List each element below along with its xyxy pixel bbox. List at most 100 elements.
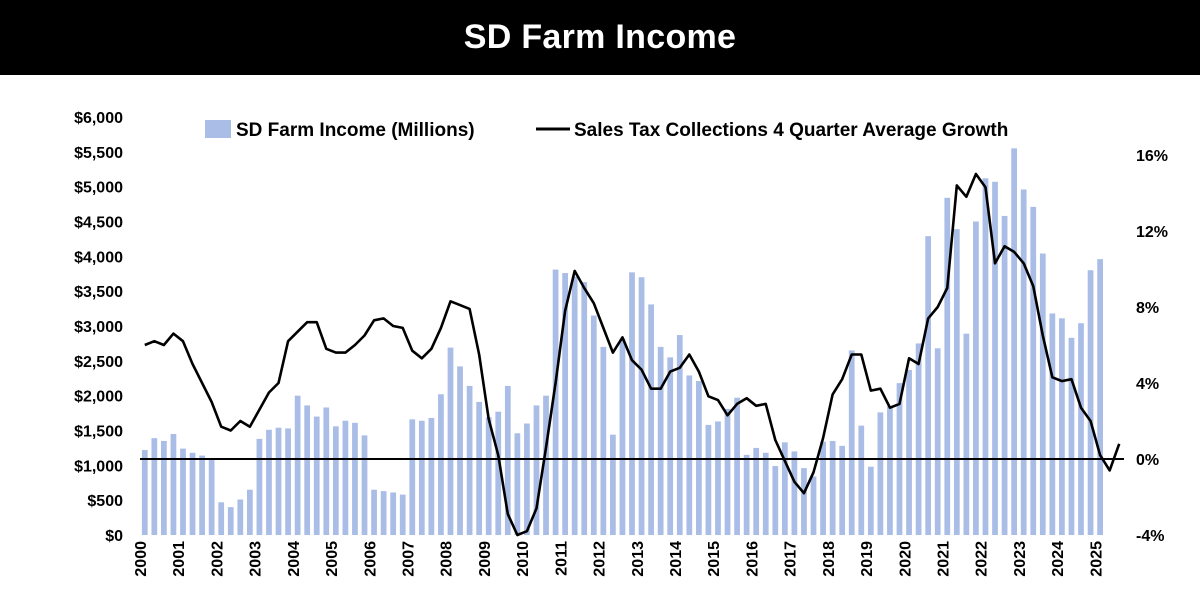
bar-farm-income xyxy=(877,412,884,535)
x-axis-tick-label: 2003 xyxy=(248,541,265,577)
bar-farm-income xyxy=(266,429,272,535)
left-axis-tick-label: $2,000 xyxy=(74,389,123,406)
left-axis-tick-label: $4,000 xyxy=(74,249,123,266)
right-axis-tick-label: 4% xyxy=(1136,376,1159,393)
bar-farm-income xyxy=(705,424,712,535)
x-axis-tick-label: 2025 xyxy=(1088,541,1105,577)
bar-farm-income xyxy=(1049,313,1056,535)
left-axis-tick-label: $6,000 xyxy=(74,110,123,127)
bar-farm-income xyxy=(237,499,244,535)
left-axis-tick-label: $5,500 xyxy=(74,145,123,162)
bar-farm-income xyxy=(781,442,788,535)
left-axis-tick-label: $5,000 xyxy=(74,180,123,197)
bar-farm-income xyxy=(189,452,196,535)
left-axis-tick-label: $3,000 xyxy=(74,319,123,336)
x-axis-tick-label: 2023 xyxy=(1012,541,1029,577)
x-axis-tick-label: 2019 xyxy=(859,541,876,577)
bar-farm-income xyxy=(1087,270,1094,535)
right-axis: -4% 0% 4% 8% 12% 16% xyxy=(1136,148,1168,545)
bar-farm-income xyxy=(906,369,912,535)
bar-farm-income xyxy=(1011,148,1017,535)
left-axis-tick-label: $1,000 xyxy=(74,458,123,475)
bar-farm-income xyxy=(1068,337,1075,535)
bar-farm-income xyxy=(887,406,893,535)
chart: $0 $500 $1,000 $1,500 $2,000 $2,500 $3,000 $3,5… xyxy=(74,110,1168,577)
legend-label-sales-tax: Sales Tax Collections 4 Quarter Average … xyxy=(574,120,1008,141)
bar-farm-income xyxy=(657,346,664,535)
bar-farm-income xyxy=(1030,206,1037,535)
bar-farm-income xyxy=(715,421,721,535)
x-axis-tick-label: 2000 xyxy=(133,541,150,577)
bar-farm-income xyxy=(562,273,568,535)
legend-label-farm-income: SD Farm Income (Millions) xyxy=(236,120,475,141)
x-axis-tick-label: 2006 xyxy=(362,541,379,577)
bar-farm-income xyxy=(1059,318,1065,535)
bar-farm-income xyxy=(533,405,540,535)
bar-farm-income xyxy=(734,397,740,535)
bar-farm-income xyxy=(610,434,616,535)
bar-farm-income xyxy=(524,423,530,535)
x-axis-tick-label: 2013 xyxy=(630,541,647,577)
left-axis-tick-label: $1,500 xyxy=(74,424,123,441)
bar-farm-income xyxy=(867,466,874,535)
bar-farm-income xyxy=(227,507,234,535)
bar-farm-income xyxy=(151,438,158,535)
bar-farm-income xyxy=(275,427,282,535)
bar-farm-income xyxy=(457,366,463,535)
bar-farm-income xyxy=(141,450,148,535)
bar-farm-income xyxy=(361,435,368,535)
bar-farm-income xyxy=(447,347,454,535)
left-axis-tick-label: $0 xyxy=(105,528,123,545)
bar-farm-income xyxy=(858,425,865,535)
sales-tax-growth-line xyxy=(144,172,1121,537)
bar-farm-income xyxy=(428,417,435,535)
left-axis-tick-label: $2,500 xyxy=(74,354,123,371)
left-axis-tick-label: $3,500 xyxy=(74,284,123,301)
bar-farm-income xyxy=(247,489,253,535)
x-axis-tick-label: 2002 xyxy=(209,541,226,577)
bar-farm-income xyxy=(953,229,960,535)
bar-farm-income xyxy=(418,420,425,535)
bar-farm-income xyxy=(772,466,779,535)
bar-farm-income xyxy=(839,445,846,535)
x-axis-tick-label: 2001 xyxy=(171,541,188,577)
bar-farm-income xyxy=(934,348,941,535)
bar-farm-income xyxy=(514,433,521,535)
bar-farm-income xyxy=(323,407,330,535)
chart-title: SD Farm Income xyxy=(463,18,737,56)
right-axis-tick-label: 0% xyxy=(1136,452,1159,469)
x-axis-tick-label: 2022 xyxy=(974,541,991,577)
bar-farm-income xyxy=(390,492,397,535)
bar-farm-income xyxy=(686,375,693,535)
bar-farm-income xyxy=(944,197,951,535)
bar-farm-income xyxy=(724,408,731,535)
x-axis-tick-label: 2005 xyxy=(324,541,341,577)
x-axis-tick-label: 2014 xyxy=(668,541,685,577)
bar-farm-income xyxy=(1078,323,1084,535)
bar-farm-income xyxy=(753,447,760,535)
bar-farm-income xyxy=(915,343,922,535)
bar-farm-income xyxy=(218,502,225,535)
x-axis-tick-label: 2007 xyxy=(401,541,418,577)
bar-farm-income xyxy=(629,272,635,535)
x-axis-tick-label: 2017 xyxy=(783,541,800,577)
x-axis-tick-label: 2024 xyxy=(1050,541,1067,577)
x-axis-tick-label: 2008 xyxy=(439,541,456,577)
bar-farm-income xyxy=(829,440,836,535)
bar-farm-income xyxy=(371,489,377,535)
bar-farm-income xyxy=(571,276,578,535)
x-axis-tick-label: 2015 xyxy=(706,541,723,577)
bar-farm-income xyxy=(543,395,549,535)
bar-farm-income xyxy=(848,350,855,535)
bar-farm-income xyxy=(1097,259,1103,535)
bar-farm-income xyxy=(495,411,502,535)
bar-farm-income xyxy=(256,438,263,535)
bar-farm-income xyxy=(820,441,826,535)
bar-farm-income xyxy=(810,476,817,535)
bar-farm-income xyxy=(963,333,970,535)
x-axis-tick-label: 2016 xyxy=(744,541,761,577)
right-axis-tick-label: 12% xyxy=(1136,224,1168,241)
bar-farm-income xyxy=(667,357,674,535)
x-axis-tick-label: 2021 xyxy=(935,541,952,577)
right-axis-tick-label: -4% xyxy=(1136,528,1164,545)
